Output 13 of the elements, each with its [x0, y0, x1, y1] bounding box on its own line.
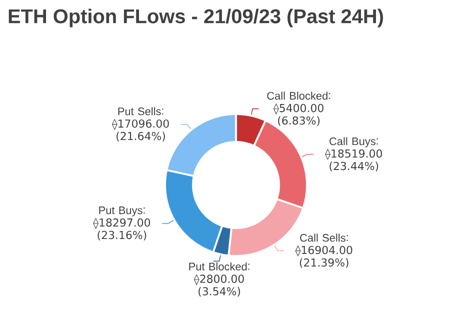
chart-title: ETH Option FLows - 21/09/23 (Past 24H): [8, 8, 383, 28]
slice-label: Call Buys: [330, 137, 376, 148]
data-label: ⟠2800.00 (3.54%): [194, 274, 244, 297]
slice-label: Call Sells: [300, 234, 346, 242]
data-label: ⟠5400.00 (6.83%): [273, 103, 324, 126]
slice-label: Call Blocked: [267, 92, 328, 100]
data-label: ⟠16904.00 (21.39%): [295, 245, 352, 268]
slice-label: Put Buys: [99, 206, 142, 216]
slice-label: Put Sells: [118, 107, 161, 116]
data-label: ⟠18519.00 (23.44%): [325, 148, 382, 172]
data-label: ⟠18297.00 (23.16%): [93, 218, 150, 240]
data-label: ⟠17096.00 (21.64%): [112, 118, 169, 142]
slice-label: Put Blocked: [189, 262, 247, 270]
